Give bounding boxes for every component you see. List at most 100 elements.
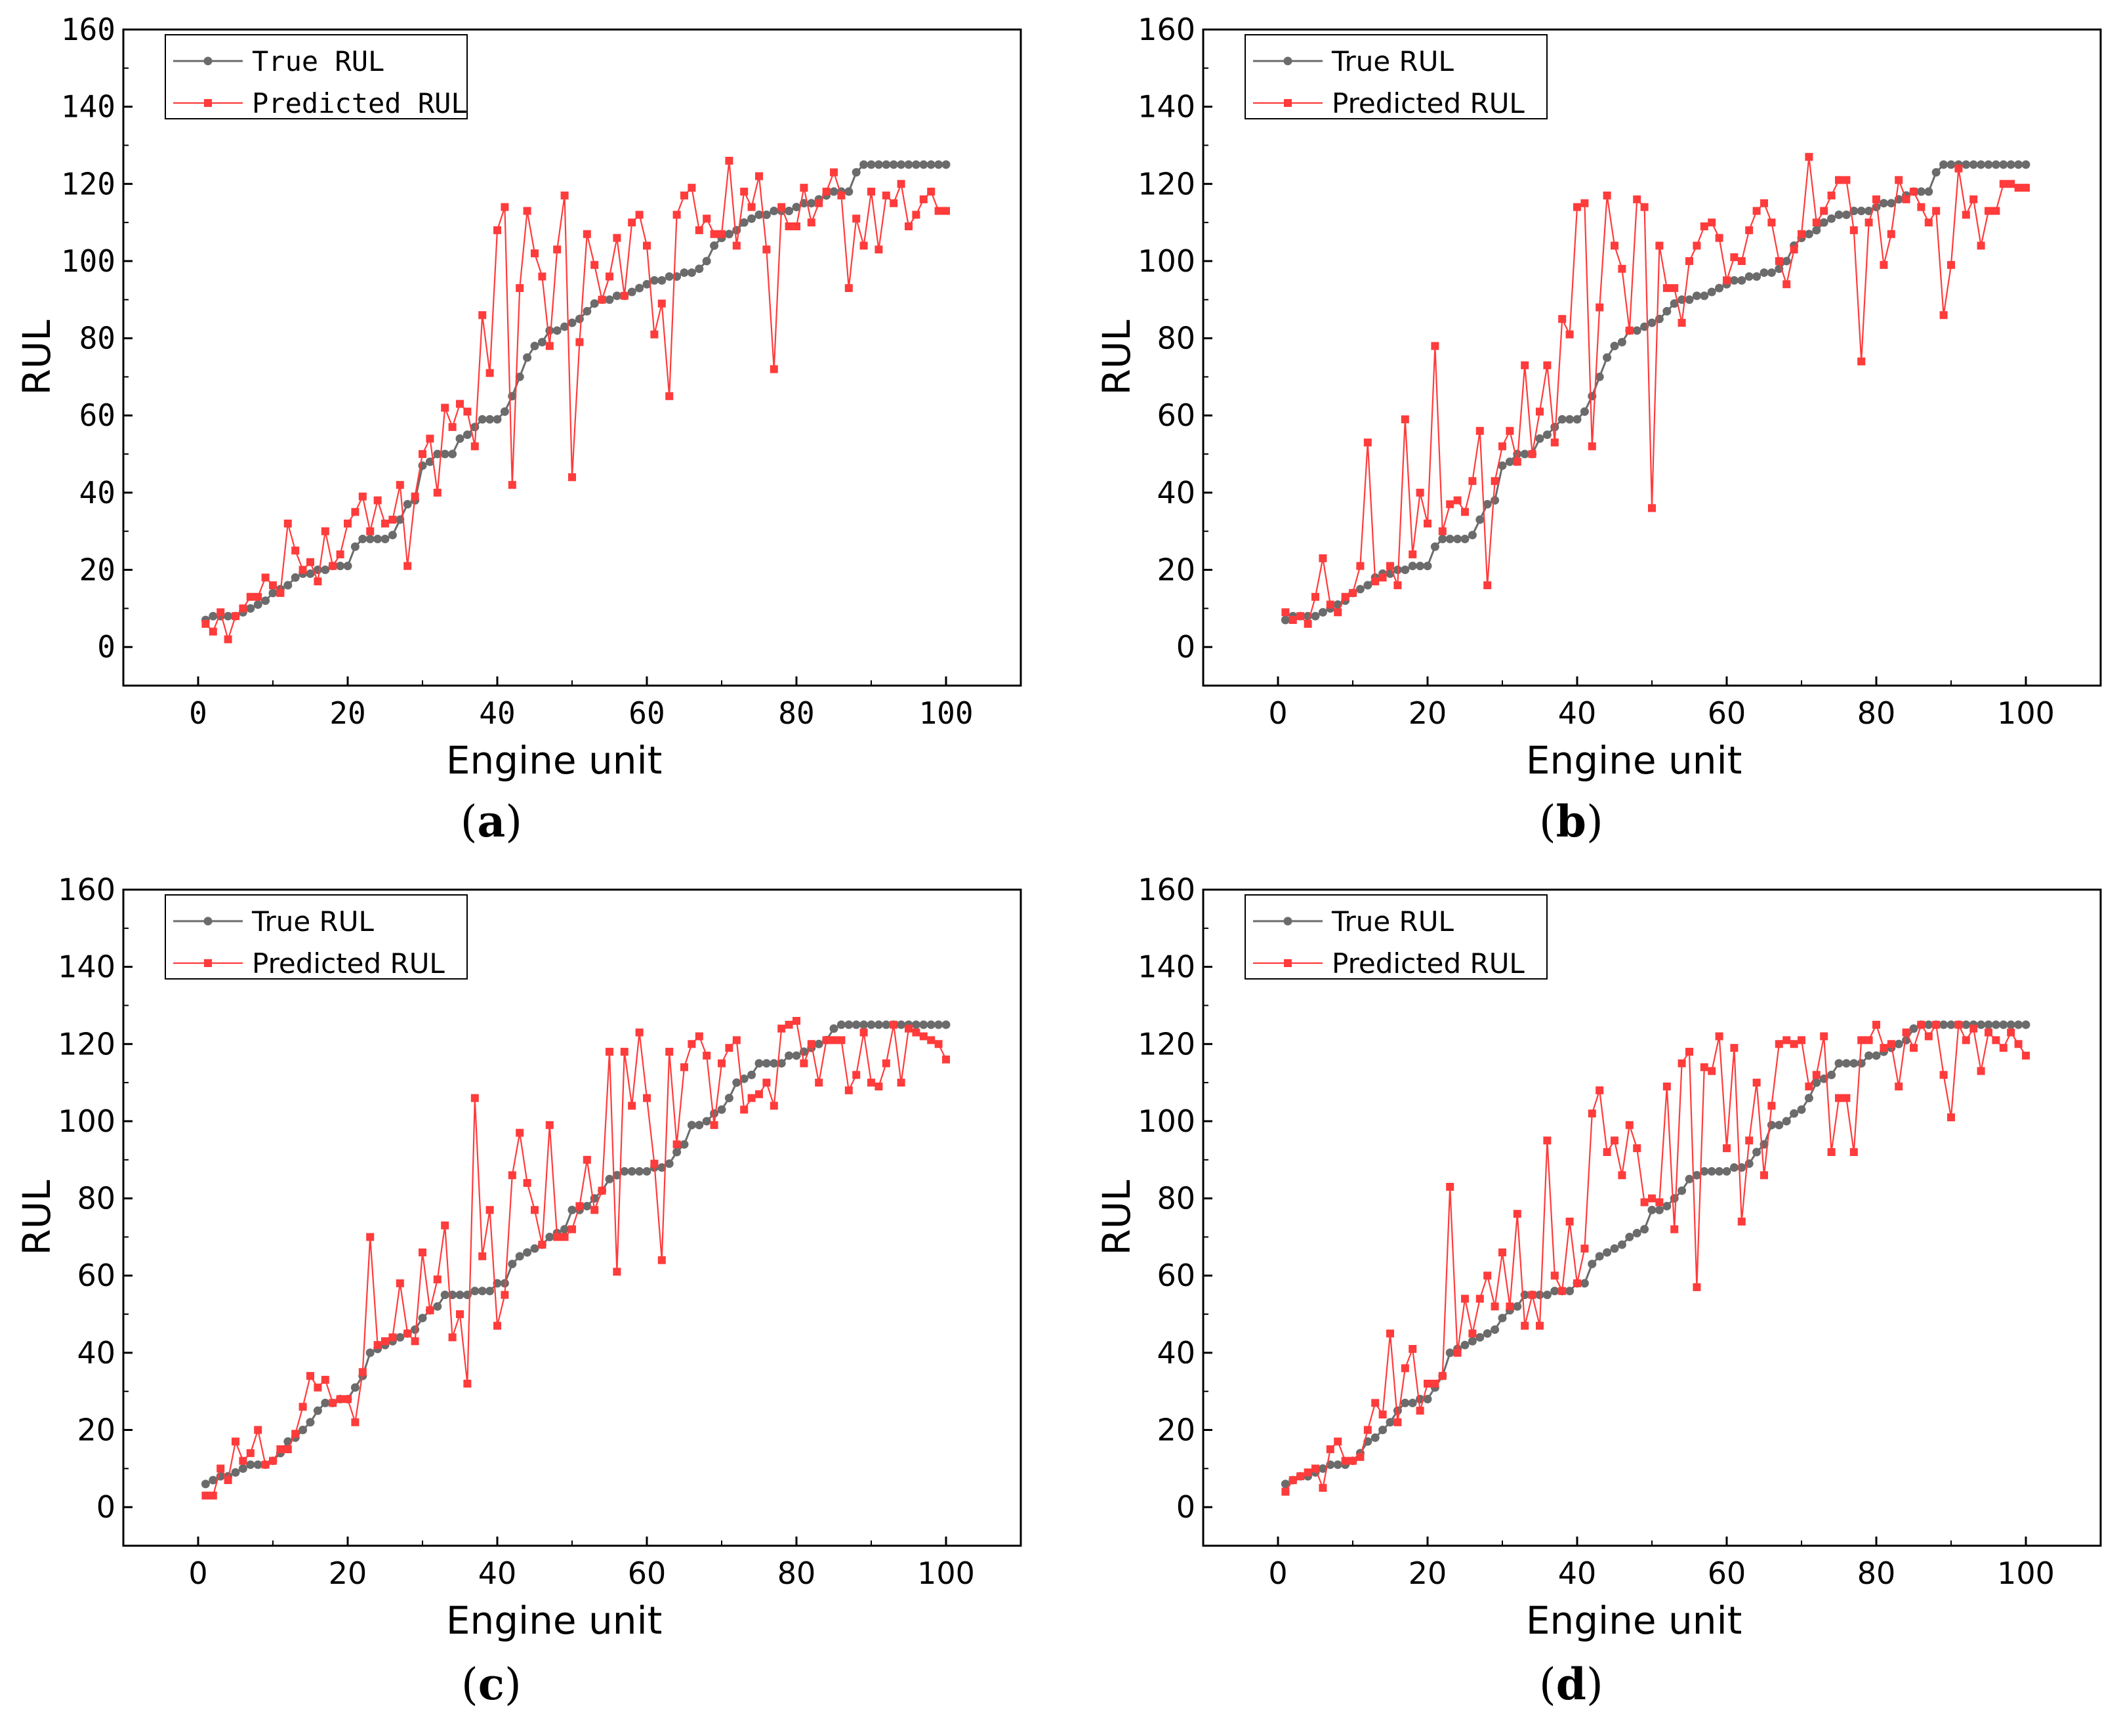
y-tick-label: 160 xyxy=(58,872,115,907)
y-tick-label: 100 xyxy=(1138,1104,1195,1139)
true-rul-point xyxy=(1857,206,1866,215)
true-rul-point xyxy=(1468,1336,1477,1346)
predicted-rul-point xyxy=(1536,407,1544,416)
true-rul-point xyxy=(523,1248,532,1257)
predicted-rul-point xyxy=(1760,199,1768,207)
true-rul-point xyxy=(306,1418,315,1427)
predicted-rul-point xyxy=(419,450,426,459)
predicted-rul-point xyxy=(478,311,487,320)
true-rul-point xyxy=(1969,160,1978,169)
series-true-rul xyxy=(201,1020,951,1489)
true-rul-point xyxy=(1625,1232,1634,1241)
true-rul-point xyxy=(1505,457,1514,466)
predicted-rul-point xyxy=(1752,207,1761,215)
predicted-rul-point xyxy=(396,481,404,489)
predicted-rul-point xyxy=(403,562,412,570)
predicted-rul-point xyxy=(1767,218,1776,227)
predicted-rul-point xyxy=(1708,1067,1716,1075)
predicted-rul-point xyxy=(283,1445,292,1453)
predicted-rul-point xyxy=(209,627,217,636)
true-rul-point xyxy=(1647,1205,1657,1214)
true-rul-point xyxy=(411,1325,420,1334)
x-tick-label: 0 xyxy=(1268,1556,1287,1591)
y-axis-d: 0 20 40 60 80 100 120 140 160 xyxy=(1138,872,1212,1525)
predicted-rul-point xyxy=(321,1376,329,1384)
predicted-rul-point xyxy=(1558,1287,1567,1295)
legend-swatch-marker xyxy=(1283,56,1292,66)
predicted-rul-point xyxy=(366,527,375,535)
true-rul-point xyxy=(396,1333,405,1342)
true-rul-point xyxy=(1864,1051,1874,1060)
legend-c: True RUL Predicted RUL xyxy=(165,894,468,980)
predicted-rul-point xyxy=(538,1241,546,1249)
predicted-rul-point xyxy=(1483,581,1492,590)
predicted-rul-point xyxy=(1334,1437,1342,1446)
true-rul-point xyxy=(672,1147,682,1157)
predicted-rul-point xyxy=(650,330,659,339)
true-rul-point xyxy=(1834,210,1843,219)
true-rul-point xyxy=(1931,168,1941,177)
true-rul-point xyxy=(792,1051,801,1060)
predicted-rul-point xyxy=(1685,257,1693,265)
predicted-rul-point xyxy=(1760,1171,1768,1180)
predicted-rul-point xyxy=(575,338,584,346)
true-rul-point xyxy=(1685,1174,1694,1184)
true-rul-point xyxy=(941,160,951,169)
predicted-rul-line xyxy=(205,160,946,642)
true-rul-point xyxy=(1984,160,1993,169)
y-tick-label: 140 xyxy=(61,89,115,125)
predicted-rul-point xyxy=(1596,1086,1604,1094)
panel-c: 0 20 40 60 80 100 0 20 40 60 80 100 120 140 160 Engine … xyxy=(14,872,1022,1710)
predicted-rul-point xyxy=(1992,207,2000,215)
predicted-rul-point xyxy=(456,400,464,408)
true-rul-point xyxy=(1655,1205,1664,1214)
predicted-rul-point xyxy=(800,184,808,192)
true-rul-point xyxy=(1483,1329,1492,1338)
legend-box xyxy=(1245,894,1548,980)
y-tick-label: 100 xyxy=(58,1104,115,1139)
predicted-rul-point xyxy=(1954,1020,1963,1029)
predicted-rul-point xyxy=(1648,1194,1656,1203)
true-rul-point xyxy=(747,214,756,223)
true-rul-point xyxy=(343,562,352,571)
true-rul-point xyxy=(1588,1260,1597,1269)
predicted-rul-point xyxy=(1386,562,1394,570)
predicted-rul-point xyxy=(934,1040,943,1048)
true-rul-point xyxy=(695,1121,704,1130)
y-tick-label: 140 xyxy=(1138,949,1195,985)
predicted-rul-point xyxy=(1558,315,1567,323)
predicted-rul-point xyxy=(1887,1040,1895,1048)
legend-b: True RUL Predicted RUL xyxy=(1245,34,1548,119)
predicted-rul-point xyxy=(1842,176,1851,184)
true-rul-point xyxy=(2021,1020,2030,1029)
predicted-rul-point xyxy=(1513,457,1521,466)
predicted-rul-point xyxy=(306,1372,314,1380)
legend-box xyxy=(165,34,468,119)
true-rul-point xyxy=(1498,1313,1507,1323)
predicted-rul-point xyxy=(1409,550,1417,558)
true-rul-point xyxy=(1849,1059,1859,1068)
predicted-rul-point xyxy=(1528,1291,1536,1299)
true-rul-point xyxy=(941,1020,951,1029)
predicted-rul-point xyxy=(1895,176,1903,184)
true-rul-point xyxy=(336,562,345,571)
legend-label-predicted-rul: Predicted RUL xyxy=(1332,87,1525,119)
predicted-rul-point xyxy=(545,1121,554,1129)
predicted-rul-point xyxy=(1401,415,1409,424)
true-rul-point xyxy=(1580,1279,1589,1288)
predicted-rul-line xyxy=(205,1020,947,1497)
predicted-rul-point xyxy=(1910,188,1918,196)
predicted-rul-point xyxy=(1954,164,1963,173)
predicted-rul-point xyxy=(635,1028,644,1037)
predicted-rul-point xyxy=(396,1279,404,1287)
predicted-rul-point xyxy=(598,295,606,304)
true-rul-point xyxy=(1445,534,1454,543)
predicted-rul-point xyxy=(493,1321,501,1330)
predicted-rul-point xyxy=(927,1036,936,1044)
true-rul-point xyxy=(455,434,464,444)
predicted-rul-point xyxy=(1611,241,1618,250)
predicted-rul-point xyxy=(912,1028,920,1037)
x-tick-label: 60 xyxy=(1708,1556,1746,1591)
predicted-rul-point xyxy=(1670,284,1679,293)
